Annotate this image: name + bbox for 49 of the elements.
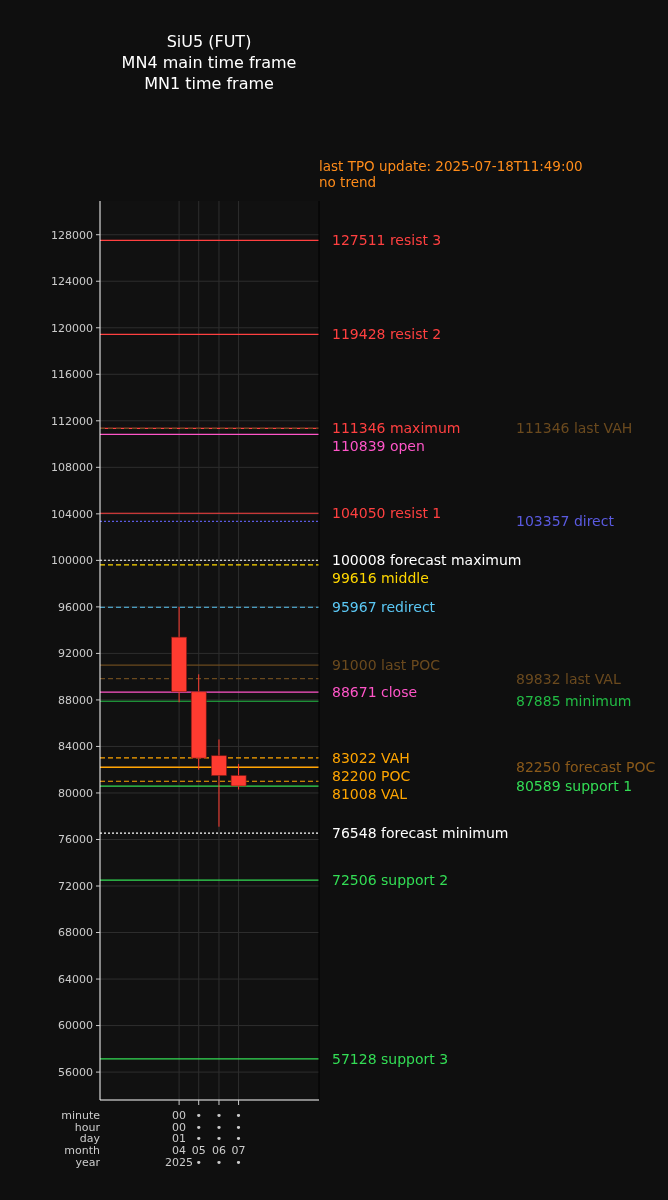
y-tick-label: 128000: [51, 228, 93, 242]
y-tick-label: 80000: [58, 786, 93, 800]
y-tick-label: 116000: [51, 368, 93, 382]
ref-line-label: 119428 resist 2: [332, 326, 442, 343]
ref-line-label: 81008 VAL: [332, 785, 408, 802]
ref-line-label: 72506 support 2: [332, 872, 449, 889]
ref-line-label: 83022 VAH: [332, 749, 410, 766]
ref-line-label: 99616 middle: [332, 570, 429, 587]
y-tick-label: 92000: [58, 647, 93, 661]
y-tick-label: 84000: [58, 740, 93, 754]
ref-line-label: 127511 resist 3: [332, 232, 442, 249]
y-tick-label: 72000: [58, 879, 93, 893]
candlestick: [211, 738, 227, 828]
y-tick-label: 96000: [58, 600, 93, 614]
y-tick-label: 76000: [58, 833, 93, 847]
ref-line-label: 89832 last VAL: [516, 670, 621, 687]
x-axis-title: minute hour day month year: [61, 1109, 101, 1169]
y-tick-label: 56000: [58, 1065, 93, 1079]
ref-line-label: 95967 redirect: [332, 599, 436, 616]
candlestick: [230, 763, 247, 790]
ref-line-label: 82250 forecast POC: [516, 758, 656, 775]
y-tick-label: 88000: [58, 693, 93, 707]
x-tick-label: • • • 05 •: [191, 1109, 206, 1169]
y-tick-label: 64000: [58, 972, 93, 986]
chart-title: SiU5 (FUT) MN4 main time frame MN1 time frame: [121, 32, 297, 93]
ref-line-label: 111346 maximum: [332, 420, 461, 437]
ref-line-label: 57128 support 3: [332, 1050, 449, 1067]
y-tick-label: 120000: [51, 321, 93, 335]
ref-line-label: 80589 support 1: [516, 778, 633, 795]
ref-line-label: 110839 open: [332, 438, 425, 455]
y-tick-label: 108000: [51, 461, 93, 475]
y-tick-label: 68000: [58, 926, 93, 940]
ref-line-label: 103357 direct: [516, 513, 615, 530]
y-tick-label: 60000: [58, 1019, 93, 1033]
y-tick-label: 112000: [51, 414, 93, 428]
y-tick-label: 104000: [51, 507, 93, 521]
ref-line-label: 76548 forecast minimum: [332, 825, 509, 842]
y-tick-label: 124000: [51, 275, 93, 289]
text: last TPO update: 2025-07-18T11:49:00 no trend: [319, 158, 583, 190]
x-tick-label: • • • 06 •: [211, 1109, 226, 1169]
ref-line-label: 111346 last VAH: [516, 420, 633, 437]
ref-line-label: 104050 resist 1: [332, 505, 442, 522]
ref-line-label: 91000 last POC: [332, 656, 441, 673]
x-tick-label: • • • 07 •: [231, 1109, 246, 1169]
ref-line-label: 88671 close: [332, 684, 418, 701]
ref-line-label: 82200 POC: [332, 767, 411, 784]
y-tick-label: 100000: [51, 554, 93, 568]
ref-line-label: 87885 minimum: [516, 693, 632, 710]
ref-line-label: 100008 forecast maximum: [332, 552, 522, 569]
